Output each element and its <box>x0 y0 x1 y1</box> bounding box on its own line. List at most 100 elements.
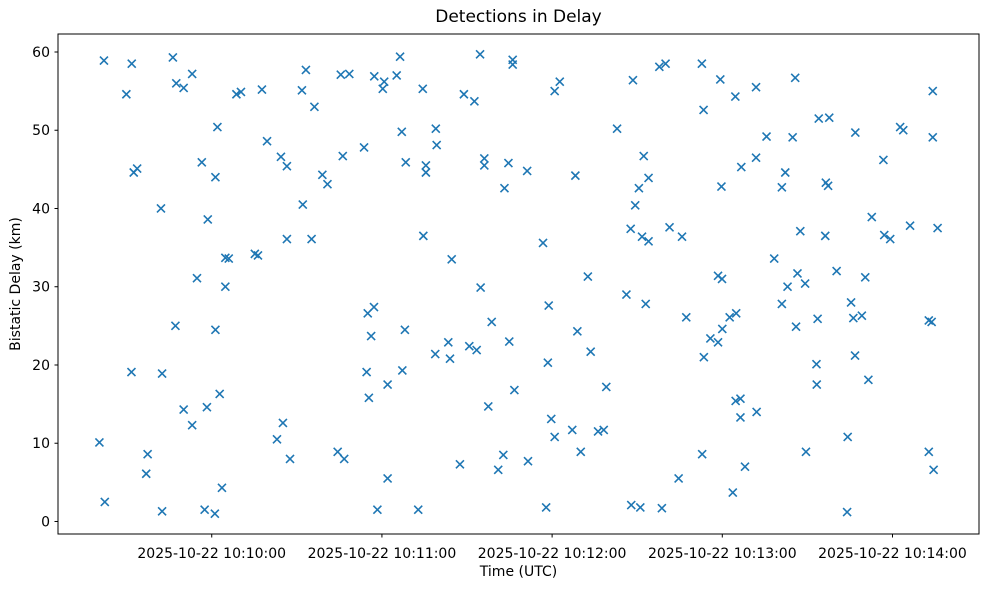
x-tick-label: 2025-10-22 10:13:00 <box>648 546 797 562</box>
data-point-marker <box>705 333 715 343</box>
data-point-marker <box>307 234 317 244</box>
data-point-marker <box>795 226 805 236</box>
data-point-marker <box>282 234 292 244</box>
data-point-marker <box>777 182 787 192</box>
data-point-marker <box>863 375 873 385</box>
data-point-marker <box>654 62 664 72</box>
data-point-marker <box>801 447 811 457</box>
data-point-marker <box>487 317 497 327</box>
data-point-marker <box>715 74 725 84</box>
data-point-marker <box>285 454 295 464</box>
y-axis-ticks: 0 10 20 30 40 50 60 <box>32 45 58 530</box>
data-point-marker <box>699 105 709 115</box>
data-point-marker <box>383 379 393 390</box>
data-point-marker <box>621 289 631 300</box>
data-point-marker <box>626 224 636 234</box>
data-point-marker <box>509 385 519 395</box>
data-point-marker <box>637 232 647 242</box>
data-point-marker <box>400 325 410 335</box>
data-point-marker <box>378 84 388 94</box>
data-point-marker <box>697 449 707 459</box>
data-point-marker <box>197 157 207 167</box>
data-point-marker <box>297 85 307 95</box>
data-point-marker <box>132 164 142 174</box>
data-point-marker <box>445 354 455 364</box>
data-point-marker <box>814 113 824 124</box>
data-point-marker <box>475 49 485 59</box>
data-point-marker <box>344 69 354 79</box>
data-point-marker <box>493 465 503 475</box>
data-point-marker <box>674 473 684 484</box>
data-point-marker <box>459 89 469 99</box>
data-point-marker <box>203 214 213 225</box>
data-point-marker <box>366 331 376 341</box>
data-point-marker <box>362 367 372 377</box>
data-point-marker <box>879 230 889 240</box>
data-point-marker <box>843 432 853 442</box>
data-point-marker <box>846 297 856 307</box>
data-point-marker <box>127 59 137 69</box>
data-point-marker <box>929 465 939 475</box>
data-point-marker <box>905 221 915 231</box>
y-tick-label: 20 <box>32 358 50 374</box>
data-point-marker <box>736 162 746 172</box>
data-point-marker <box>538 238 548 248</box>
data-point-marker <box>187 420 197 430</box>
data-point-marker <box>555 77 565 87</box>
x-axis-label: Time (UTC) <box>479 564 558 580</box>
data-point-marker <box>550 432 560 442</box>
data-point-marker <box>543 358 553 368</box>
data-point-marker <box>369 302 379 312</box>
x-axis-ticks: 2025-10-22 10:10:00 2025-10-22 10:11:00 20… <box>137 534 967 562</box>
x-tick-label: 2025-10-22 10:10:00 <box>137 546 286 562</box>
y-axis-label: Bistatic Delay (km) <box>8 217 24 351</box>
data-point-marker <box>499 183 510 193</box>
data-point-marker <box>630 200 640 210</box>
data-point-marker <box>262 136 272 146</box>
data-point-marker <box>848 313 858 323</box>
chart-title: Detections in Delay <box>435 7 602 27</box>
data-point-marker <box>397 127 407 137</box>
data-point-marker <box>504 336 514 347</box>
x-tick-label: 2025-10-22 10:12:00 <box>478 546 627 562</box>
data-point-marker <box>769 254 779 264</box>
data-point-marker <box>443 337 453 347</box>
data-point-marker <box>170 321 180 331</box>
data-point-marker <box>752 407 762 417</box>
data-point-marker <box>333 447 343 457</box>
data-point-marker <box>157 369 167 379</box>
data-point-marker <box>728 487 738 498</box>
data-point-marker <box>716 182 727 192</box>
data-point-marker <box>126 367 137 377</box>
data-point-marker <box>927 317 937 327</box>
x-tick-label: 2025-10-22 10:14:00 <box>818 546 967 562</box>
data-point-marker <box>867 212 877 222</box>
data-point-marker <box>192 273 202 283</box>
data-point-marker <box>885 234 895 244</box>
data-point-marker <box>455 459 465 469</box>
data-point-marker <box>257 84 267 95</box>
data-point-marker <box>200 505 210 515</box>
data-point-marker <box>143 449 153 459</box>
data-point-marker <box>800 279 810 289</box>
data-point-marker <box>811 359 822 369</box>
data-point-marker <box>928 132 938 142</box>
data-point-marker <box>824 113 834 123</box>
data-point-marker <box>601 382 611 392</box>
data-point-marker <box>780 167 790 178</box>
data-point-marker <box>309 102 319 112</box>
data-point-marker <box>635 502 645 512</box>
data-point-marker <box>179 405 189 415</box>
data-point-marker <box>832 266 842 276</box>
data-point-marker <box>628 75 638 85</box>
data-point-marker <box>469 96 479 106</box>
data-point-marker <box>657 503 667 513</box>
data-point-marker <box>383 473 393 484</box>
data-point-marker <box>878 155 888 165</box>
data-point-marker <box>212 122 222 132</box>
data-point-marker <box>430 349 440 359</box>
data-point-marker <box>157 506 167 516</box>
data-point-marker <box>121 89 131 99</box>
